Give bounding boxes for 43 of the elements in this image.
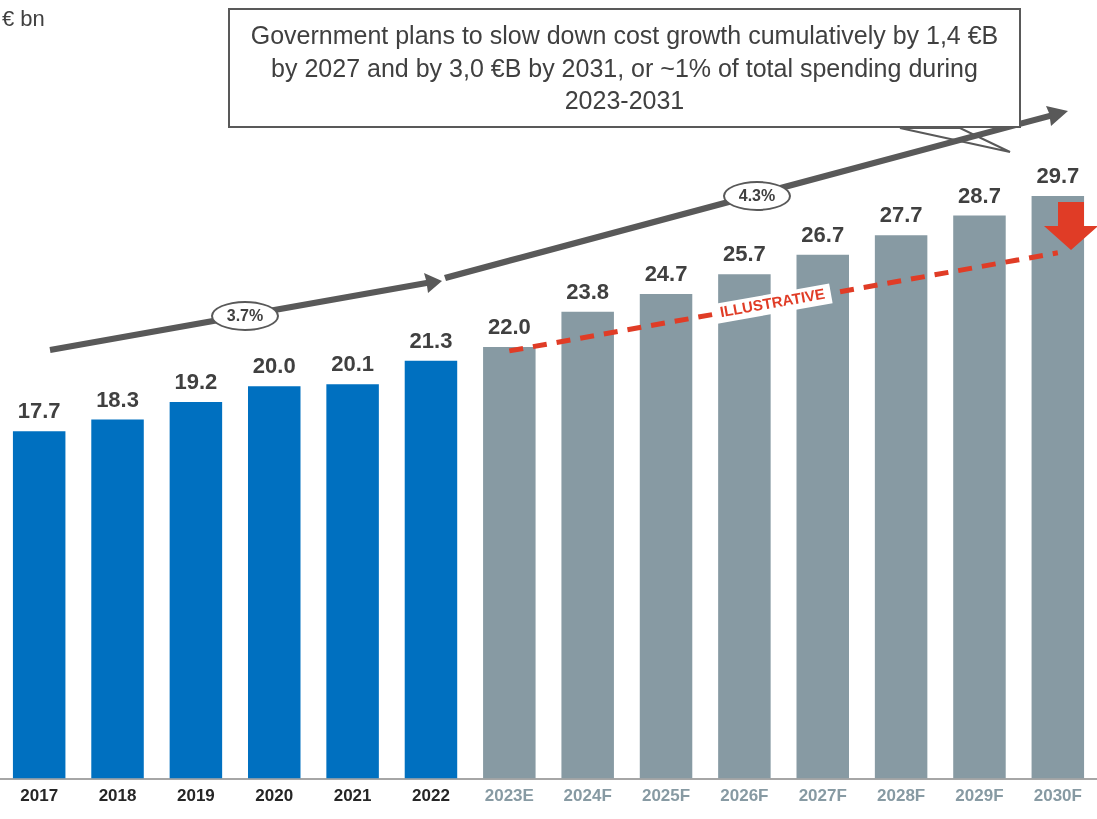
bar <box>561 311 614 779</box>
data-label: 27.7 <box>879 202 923 228</box>
annotation: 4.3% <box>723 181 791 211</box>
x-tick-label: 2026F <box>720 786 769 806</box>
bar <box>404 360 458 779</box>
bar <box>248 386 301 779</box>
x-tick-label: 2030F <box>1033 786 1082 806</box>
data-label: 29.7 <box>1036 162 1080 188</box>
annotation: 3.7% <box>211 301 279 331</box>
x-tick-label: 2017 <box>20 786 59 806</box>
data-label: 20.0 <box>252 353 296 379</box>
data-label: 19.2 <box>174 368 218 394</box>
bar <box>639 293 693 779</box>
bar <box>326 384 379 779</box>
data-label: 17.7 <box>17 398 61 424</box>
bar <box>91 419 144 779</box>
x-tick-label: 2020 <box>255 786 294 806</box>
data-label: 26.7 <box>801 221 845 247</box>
data-label: 22.0 <box>487 314 531 340</box>
data-label: 24.7 <box>644 261 688 287</box>
x-tick-label: 2021 <box>333 786 372 806</box>
data-label: 18.3 <box>96 386 139 412</box>
bar <box>874 235 928 779</box>
data-label: 21.3 <box>409 327 453 353</box>
x-tick-label: 2027F <box>798 786 847 806</box>
bar <box>953 215 1006 779</box>
data-label: 25.7 <box>722 241 766 267</box>
x-tick-label: 2022 <box>412 786 450 806</box>
x-tick-label: 2019 <box>176 786 215 806</box>
data-label: 23.8 <box>566 278 610 304</box>
bar <box>169 401 223 779</box>
text: € bn <box>2 6 45 32</box>
x-tick-label: 2025F <box>641 786 691 806</box>
bar <box>12 431 66 779</box>
x-tick-label: 2023E <box>484 786 534 806</box>
x-tick-label: 2029F <box>955 786 1004 806</box>
x-tick-label: 2018 <box>98 786 137 806</box>
bar <box>483 346 536 779</box>
data-label: 20.1 <box>331 351 375 377</box>
x-tick-label: 2024F <box>563 786 612 806</box>
text: Government plans to slow down cost growth cumulatively by 1,4 €B by 2027 and by 3,0 €B by 2031, or ~1% of total spending during 2023-2031 <box>228 8 1021 128</box>
x-tick-label: 2028F <box>877 786 926 806</box>
data-label: 28.7 <box>958 182 1001 208</box>
